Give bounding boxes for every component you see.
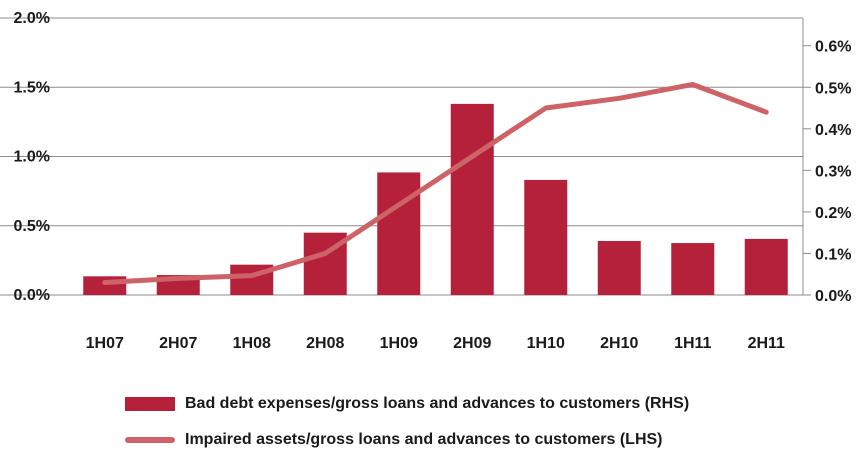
legend-item-impaired: Impaired assets/gross loans and advances… [125, 431, 663, 449]
impaired-assets-line [102, 81, 769, 286]
category-label: 1H11 [674, 335, 711, 352]
bar [744, 238, 788, 295]
bar-series [83, 103, 788, 296]
legend-label-bad-debt: Bad debt expenses/gross loans and advanc… [185, 395, 690, 412]
right-tick-label: 0.6% [815, 39, 851, 56]
right-tick-label: 0.0% [815, 288, 851, 305]
category-label: 2H07 [159, 335, 197, 352]
left-axis-ticks: 0.0% 0.5% 1.0% 1.5% 2.0% [14, 10, 50, 304]
category-label: 2H09 [453, 335, 491, 352]
left-tick-label: 0.0% [14, 287, 50, 304]
right-axis-ticks: 0.0% 0.1% 0.2% 0.3% 0.4% 0.5% 0.6% [815, 39, 851, 305]
right-tick-label: 0.5% [815, 80, 851, 97]
bar [83, 276, 127, 295]
bar [524, 179, 568, 295]
category-label: 2H08 [306, 335, 344, 352]
left-tick-label: 1.5% [14, 79, 50, 96]
left-tick-label: 2.0% [14, 10, 50, 27]
legend-swatch-bar [125, 397, 175, 411]
legend-swatch-line [125, 437, 175, 443]
category-label: 2H10 [600, 335, 638, 352]
bar [450, 103, 494, 296]
bar [377, 172, 421, 295]
right-tick-label: 0.4% [815, 122, 851, 139]
right-tick-label: 0.1% [815, 246, 851, 263]
legend-item-bad-debt: Bad debt expenses/gross loans and advanc… [125, 395, 689, 413]
category-label: 2H11 [748, 335, 785, 352]
category-labels: 1H07 2H07 1H08 2H08 1H09 2H09 1H10 2H10 1H11 2H11 [86, 335, 785, 352]
line-series [102, 81, 769, 286]
category-label: 1H09 [380, 335, 418, 352]
gridlines [0, 17, 811, 296]
right-tick-label: 0.3% [815, 163, 851, 180]
bar [597, 240, 641, 295]
right-tick-label: 0.2% [815, 205, 851, 222]
category-label: 1H07 [86, 335, 124, 352]
left-tick-label: 0.5% [14, 218, 50, 235]
category-label: 1H08 [233, 335, 271, 352]
category-label: 1H10 [527, 335, 565, 352]
legend-label-impaired: Impaired assets/gross loans and advances… [185, 431, 663, 448]
left-tick-label: 1.0% [14, 149, 50, 166]
bar [671, 243, 715, 295]
